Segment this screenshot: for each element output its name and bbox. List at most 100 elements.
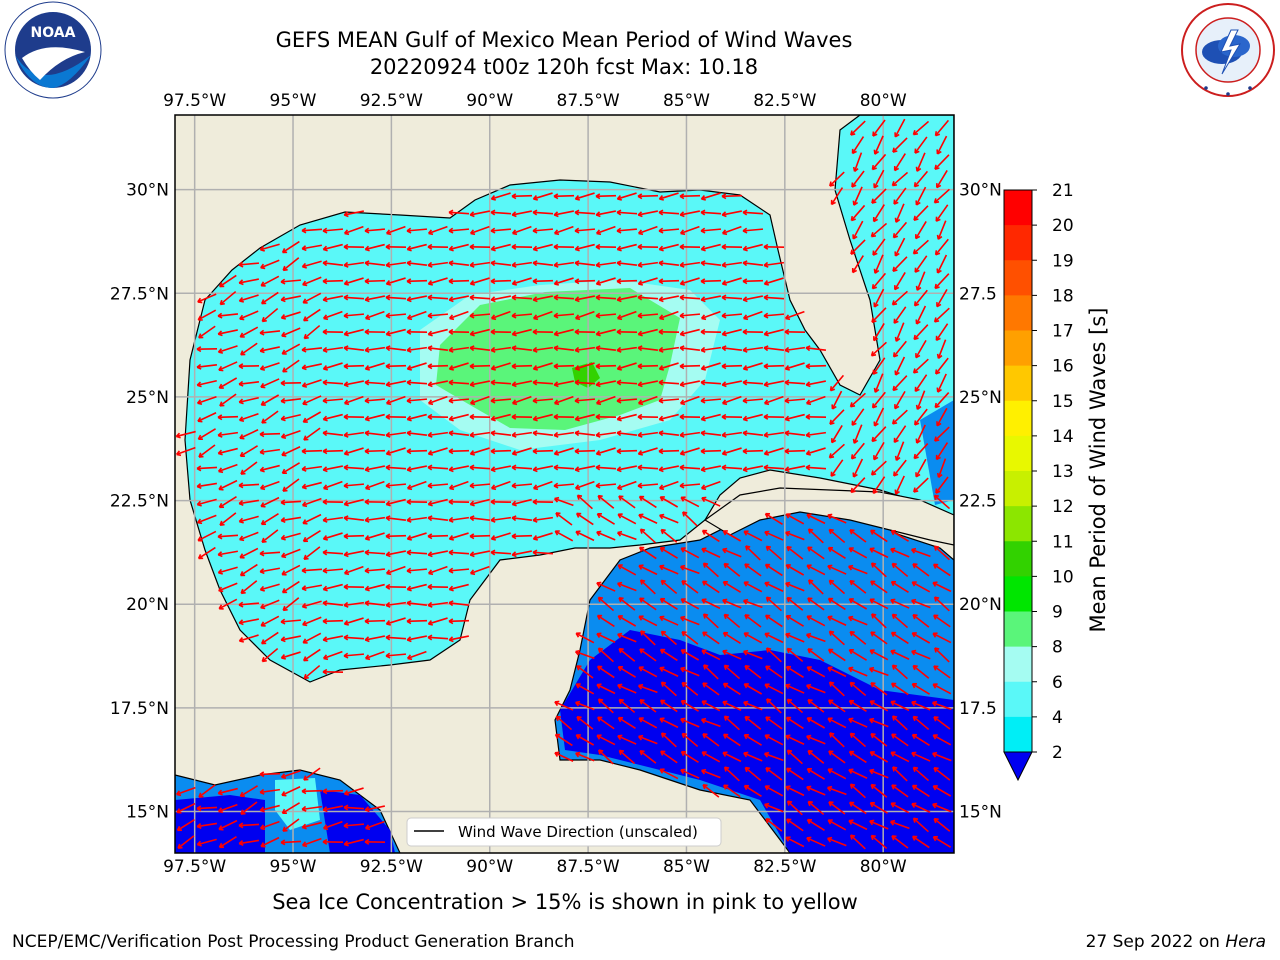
- wind-arrow: [597, 495, 615, 509]
- wind-arrow: [344, 225, 364, 235]
- wind-arrow: [448, 449, 470, 453]
- lon-tick-label-bottom: 92.5°W: [360, 857, 423, 877]
- wind-arrow: [406, 398, 428, 402]
- wind-arrow-head: [490, 365, 496, 371]
- wind-arrow: [259, 551, 281, 555]
- wind-arrow: [280, 840, 302, 844]
- wind-arrow-head: [679, 464, 685, 471]
- wind-arrow-head: [553, 280, 559, 286]
- wind-arrow-head: [679, 363, 685, 370]
- wind-arrow: [281, 429, 301, 439]
- wind-arrow: [660, 579, 678, 595]
- wind-arrow: [469, 346, 491, 352]
- wind-arrow-head: [322, 260, 328, 267]
- wind-arrow-head: [282, 826, 288, 832]
- wind-arrow-head: [638, 546, 645, 552]
- wind-arrow: [806, 786, 826, 796]
- wind-arrow: [469, 534, 491, 538]
- wind-arrow: [786, 597, 804, 611]
- wind-arrow-head: [427, 601, 433, 608]
- lon-tick-label-top: 82.5°W: [753, 91, 816, 111]
- wind-arrow: [260, 259, 280, 269]
- wind-arrow-head: [658, 245, 664, 252]
- wind-arrow: [343, 806, 365, 810]
- footer-date-text: 27 Sep 2022 on: [1085, 932, 1226, 952]
- wind-arrow-head: [554, 733, 561, 739]
- wind-arrow-head: [702, 562, 709, 568]
- wind-arrow: [892, 256, 908, 272]
- wind-arrow: [532, 516, 554, 522]
- wind-arrow: [490, 449, 512, 453]
- wind-arrow-head: [869, 529, 876, 535]
- wind-arrow-head: [553, 211, 559, 218]
- wind-arrow-head: [659, 496, 665, 502]
- wind-arrow: [449, 413, 469, 421]
- wind-arrow-head: [658, 397, 664, 404]
- wind-arrow-head: [869, 819, 875, 826]
- wind-arrow-head: [469, 345, 475, 352]
- wind-arrow: [891, 613, 909, 629]
- wind-arrow-head: [637, 399, 644, 406]
- colorbar-tick-label: 9: [1052, 603, 1063, 623]
- wind-arrow: [302, 276, 322, 286]
- wind-arrow: [660, 529, 678, 543]
- wind-arrow: [280, 279, 302, 283]
- wind-arrow: [700, 398, 722, 402]
- wind-arrow: [891, 682, 909, 696]
- wind-arrow: [721, 364, 743, 368]
- wind-arrow-head: [364, 636, 370, 643]
- wind-arrow-head: [700, 227, 706, 234]
- wind-arrow-head: [343, 583, 349, 590]
- wind-arrow: [219, 393, 237, 407]
- wind-arrow-head: [490, 379, 496, 386]
- wind-arrow: [281, 413, 301, 421]
- wind-arrow: [343, 466, 365, 470]
- wind-arrow-head: [511, 515, 517, 522]
- wind-arrow: [533, 310, 553, 320]
- wind-arrow-head: [280, 839, 286, 846]
- wind-arrow-head: [721, 450, 727, 456]
- wind-arrow-head: [280, 296, 286, 303]
- wind-arrow-head: [742, 209, 748, 216]
- wind-arrow-head: [639, 579, 646, 585]
- wind-arrow-head: [617, 666, 623, 672]
- wind-arrow: [721, 346, 743, 352]
- wind-arrow: [744, 665, 762, 679]
- wind-arrow-head: [406, 328, 412, 335]
- wind-arrow: [343, 601, 365, 607]
- wind-arrow: [365, 413, 385, 421]
- wind-arrow: [470, 225, 490, 235]
- wind-arrow-head: [869, 649, 875, 655]
- wind-arrow: [640, 528, 656, 544]
- wind-arrow: [869, 769, 889, 779]
- wind-arrow-head: [914, 267, 920, 273]
- wind-arrow: [639, 546, 657, 560]
- wind-arrow-head: [700, 328, 706, 335]
- wind-arrow-head: [616, 328, 622, 335]
- wind-arrow-head: [679, 381, 685, 388]
- wind-arrow-head: [303, 673, 309, 680]
- wind-arrow-head: [301, 245, 307, 252]
- wind-arrow-head: [406, 430, 412, 437]
- wind-arrow: [721, 194, 743, 198]
- wind-arrow: [871, 153, 887, 171]
- wind-arrow: [261, 647, 279, 663]
- wind-arrow: [511, 346, 533, 352]
- wind-arrow: [449, 465, 469, 471]
- wind-arrow-head: [260, 603, 266, 610]
- wind-arrow: [596, 582, 616, 592]
- wind-arrow-head: [786, 800, 793, 806]
- wind-arrow-head: [301, 483, 307, 490]
- wind-arrow: [218, 345, 238, 353]
- wind-arrow: [701, 649, 721, 661]
- wind-arrow-head: [490, 516, 496, 523]
- wind-arrow-head: [681, 681, 687, 688]
- wind-wave-arrows: [175, 118, 952, 850]
- wind-arrow-head: [238, 297, 244, 303]
- wind-arrow-head: [764, 512, 771, 519]
- wind-arrow-head: [659, 547, 665, 553]
- wind-arrow-head: [890, 751, 896, 757]
- wind-arrow-head: [722, 598, 728, 605]
- wind-arrow: [511, 431, 533, 437]
- wind-arrow-head: [282, 486, 288, 492]
